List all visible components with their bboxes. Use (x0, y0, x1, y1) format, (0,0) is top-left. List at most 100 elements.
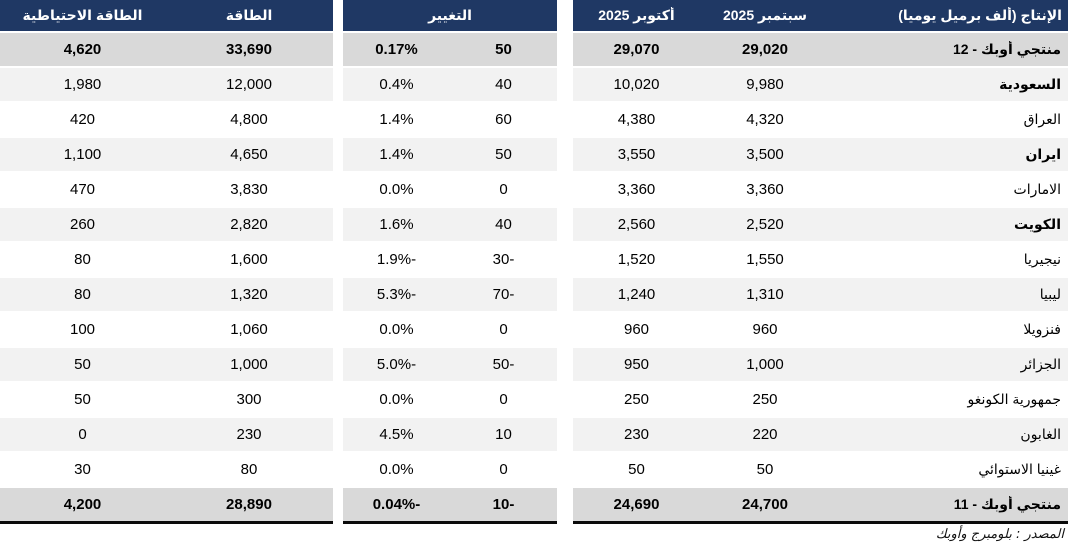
table-row: 28,890 4,200 (0, 486, 333, 521)
cell-september: 1,550 (746, 251, 784, 268)
cell-spare_capacity: 50 (74, 356, 91, 373)
opec-production-table: الإنتاج (ألف برميل يوميا) سبتمبر 2025 أك… (0, 0, 1068, 524)
table-row: 2,820 260 (0, 206, 333, 241)
change-block-header: التغيير (343, 0, 557, 31)
col-header-change: التغيير (428, 7, 472, 23)
cell-change: 10 (495, 426, 512, 443)
cell-change: -50 (492, 356, 515, 373)
table-row: العراق 4,320 4,380 (573, 101, 1068, 136)
col-header-capacity: الطاقة (225, 7, 273, 23)
change-block: التغيير 50 0.17% 40 0.4% 60 1.4% 50 1.4% 0 0.0% 40… (343, 0, 557, 524)
cell-spare_capacity: 420 (69, 111, 96, 128)
table-row: 4,650 1,100 (0, 136, 333, 171)
cell-name: ايران (1025, 146, 1061, 162)
cell-name: جمهورية الكونغو (967, 391, 1062, 407)
table-row: 33,690 4,620 (0, 31, 333, 66)
cell-capacity: 230 (236, 426, 262, 443)
cell-capacity: 4,800 (230, 111, 268, 128)
table-row: 230 0 (0, 416, 333, 451)
cell-september: 1,000 (746, 356, 784, 373)
cell-october: 250 (623, 391, 650, 408)
cell-capacity: 12,000 (226, 76, 272, 93)
table-row: 80 30 (0, 451, 333, 486)
cell-name: فنزويلا (1023, 321, 1061, 337)
table-row: نيجيريا 1,550 1,520 (573, 241, 1068, 276)
cell-name: ليبيا (1039, 286, 1061, 302)
cell-september: 3,500 (746, 146, 784, 163)
cell-change: -70 (492, 286, 515, 303)
cell-change: 60 (495, 111, 512, 128)
cell-name: العراق (1023, 111, 1061, 127)
cell-change_pct: 1.4% (379, 146, 414, 163)
table-row: 12,000 1,980 (0, 66, 333, 101)
table-row: جمهورية الكونغو 250 250 (573, 381, 1068, 416)
cell-change_pct: -1.9% (376, 251, 417, 268)
cell-capacity: 1,320 (230, 286, 268, 303)
table-row: 50 0.17% (343, 31, 557, 66)
cell-september: 3,360 (746, 181, 784, 198)
col-header-october: أكتوبر 2025 (598, 7, 675, 23)
cell-october: 960 (623, 321, 650, 338)
cell-capacity: 80 (240, 461, 258, 478)
cell-september: 50 (756, 461, 774, 478)
cell-change: -30 (492, 251, 515, 268)
production-block: الإنتاج (ألف برميل يوميا) سبتمبر 2025 أك… (573, 0, 1068, 524)
table-row: ايران 3,500 3,550 (573, 136, 1068, 171)
table-row: 1,060 100 (0, 311, 333, 346)
table-row: الامارات 3,360 3,360 (573, 171, 1068, 206)
column-gap (557, 0, 573, 524)
table-row: 40 1.6% (343, 206, 557, 241)
production-block-header: الإنتاج (ألف برميل يوميا) سبتمبر 2025 أك… (573, 0, 1068, 31)
cell-capacity: 28,890 (226, 496, 272, 513)
capacity-rows: 33,690 4,620 12,000 1,980 4,800 420 4,650 1,100… (0, 31, 333, 521)
cell-change: 40 (495, 76, 512, 93)
table-row: 1,000 50 (0, 346, 333, 381)
cell-capacity: 33,690 (226, 41, 272, 58)
table-row: 300 50 (0, 381, 333, 416)
cell-capacity: 2,820 (230, 216, 268, 233)
cell-october: 230 (623, 426, 650, 443)
cell-october: 4,380 (617, 111, 656, 128)
change-rows: 50 0.17% 40 0.4% 60 1.4% 50 1.4% 0 0.0% 40 1.6% -30-… (343, 31, 557, 521)
table-row: الجزائر 1,000 950 (573, 346, 1068, 381)
table-row: 0 0.0% (343, 381, 557, 416)
cell-change: 50 (495, 41, 512, 58)
cell-october: 2,560 (617, 216, 656, 233)
cell-change_pct: 1.4% (379, 111, 414, 128)
cell-spare_capacity: 4,620 (63, 41, 102, 58)
col-header-spare-capacity: الطاقة الاحتياطية (22, 7, 143, 23)
table-row: 1,320 80 (0, 276, 333, 311)
cell-change: 0 (499, 321, 508, 338)
cell-change: 50 (495, 146, 512, 163)
capacity-block: الطاقة الطاقة الاحتياطية 33,690 4,620 12,0… (0, 0, 333, 524)
cell-change_pct: 4.5% (379, 426, 414, 443)
cell-capacity: 300 (236, 391, 262, 408)
source-note: المصدر : بلومبرج وأوبك (935, 527, 1064, 542)
cell-spare_capacity: 1,980 (63, 76, 102, 93)
table-row: 40 0.4% (343, 66, 557, 101)
cell-change_pct: 0.0% (379, 391, 414, 408)
table-title: الإنتاج (ألف برميل يوميا) (898, 7, 1062, 23)
cell-change_pct: 0.0% (379, 461, 414, 478)
cell-october: 3,550 (617, 146, 656, 163)
table-row: السعودية 9,980 10,020 (573, 66, 1068, 101)
cell-change_pct: 0.4% (379, 76, 414, 93)
table-row: -30 -1.9% (343, 241, 557, 276)
cell-capacity: 1,600 (230, 251, 268, 268)
cell-name: غينيا الاستوائي (978, 461, 1061, 477)
table-row: 4,800 420 (0, 101, 333, 136)
cell-change_pct: 0.0% (379, 321, 414, 338)
cell-september: 4,320 (746, 111, 784, 128)
table-row: ليبيا 1,310 1,240 (573, 276, 1068, 311)
cell-september: 29,020 (742, 41, 788, 58)
table-row: -10 -0.04% (343, 486, 557, 521)
cell-spare_capacity: 0 (78, 426, 87, 443)
col-header-september: سبتمبر 2025 (722, 7, 808, 23)
cell-name: الكويت (1013, 216, 1061, 232)
cell-spare_capacity: 50 (74, 391, 91, 408)
table-row: منتجي أوبك - 11 24,700 24,690 (573, 486, 1068, 521)
cell-october: 950 (623, 356, 650, 373)
cell-change: 0 (499, 181, 508, 198)
cell-spare_capacity: 100 (69, 321, 96, 338)
